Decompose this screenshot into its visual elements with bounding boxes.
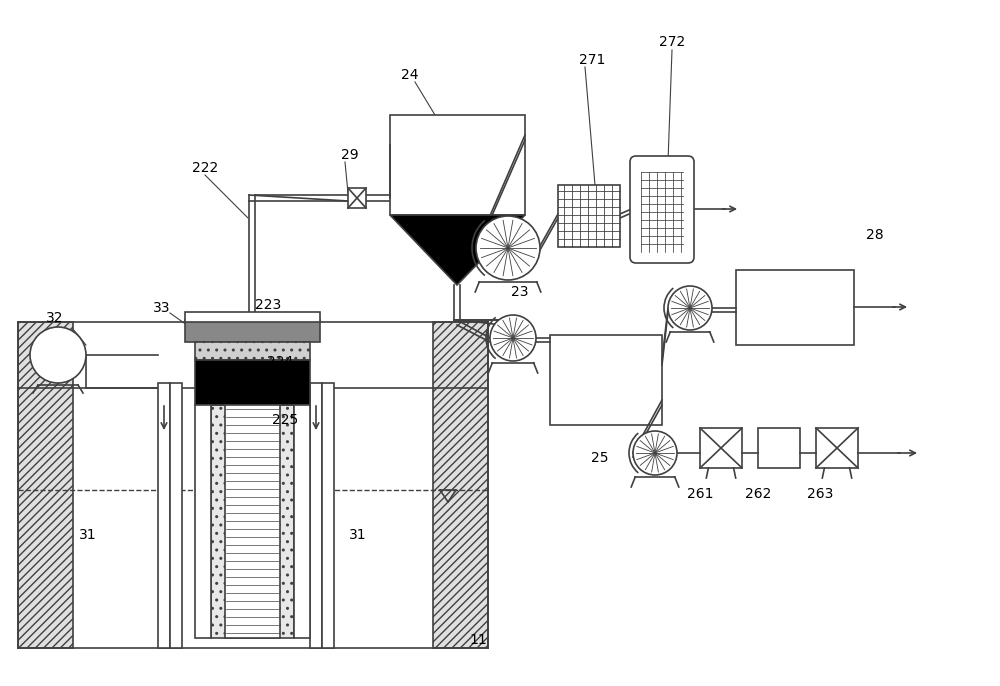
Bar (816, 428, 858, 468)
Text: 225: 225 (272, 413, 298, 427)
Text: 32: 32 (46, 311, 64, 325)
Circle shape (476, 216, 540, 280)
FancyBboxPatch shape (630, 156, 694, 263)
Text: 23: 23 (511, 285, 529, 299)
Bar (550, 335, 662, 425)
Bar (348, 188, 366, 208)
Bar (170, 383, 182, 648)
Bar (322, 383, 334, 648)
Circle shape (668, 286, 712, 330)
Circle shape (490, 315, 536, 361)
Text: 31: 31 (349, 528, 367, 542)
Bar (195, 405, 211, 638)
Bar (185, 320, 320, 342)
Circle shape (633, 431, 677, 475)
Text: 272: 272 (659, 35, 685, 49)
Bar (185, 312, 320, 322)
Bar (294, 405, 310, 638)
Bar (18, 322, 73, 648)
Bar (700, 428, 742, 468)
Bar (758, 428, 800, 468)
Bar (195, 360, 310, 405)
Text: 222: 222 (192, 161, 218, 175)
Bar (433, 322, 488, 648)
Text: 224: 224 (267, 355, 293, 369)
Text: 28: 28 (866, 228, 884, 242)
Text: 25: 25 (591, 451, 609, 465)
Bar (558, 185, 620, 247)
Circle shape (30, 327, 86, 383)
Text: 29: 29 (341, 148, 359, 162)
Bar (736, 270, 854, 345)
Bar (225, 405, 280, 638)
Bar (195, 342, 310, 360)
Bar (158, 383, 170, 648)
Text: 24: 24 (401, 68, 419, 82)
Text: 223: 223 (255, 298, 281, 312)
Text: 271: 271 (579, 53, 605, 67)
Bar (211, 405, 294, 638)
Text: 11: 11 (469, 633, 487, 647)
Text: 261: 261 (687, 487, 713, 501)
Bar (310, 383, 322, 648)
Text: 31: 31 (79, 528, 97, 542)
Polygon shape (390, 215, 525, 285)
Text: 262: 262 (745, 487, 771, 501)
Text: 33: 33 (153, 301, 171, 315)
Bar (390, 115, 525, 215)
Text: 263: 263 (807, 487, 833, 501)
